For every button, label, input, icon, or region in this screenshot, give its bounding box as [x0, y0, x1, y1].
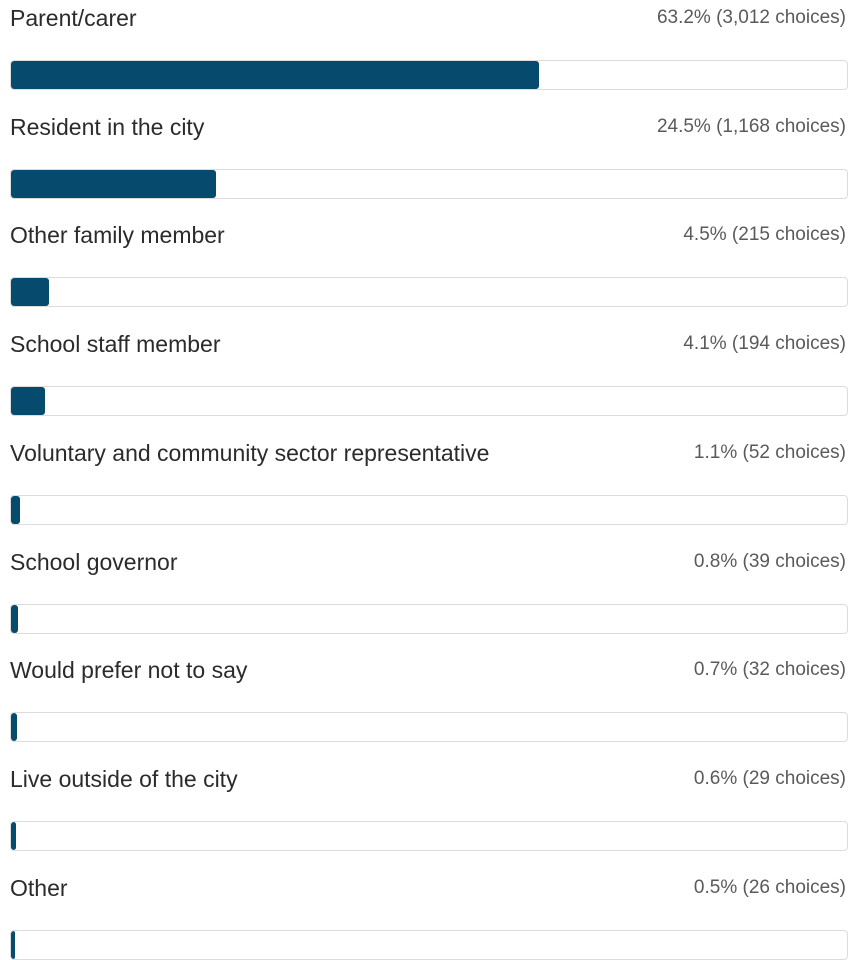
bar: [11, 604, 18, 633]
option-label: School governor: [10, 548, 178, 575]
bar: [11, 169, 216, 198]
bar: [11, 61, 540, 89]
option-label: Live outside of the city: [10, 765, 238, 792]
bar-track: [10, 929, 848, 960]
bar-track: [10, 386, 848, 417]
value-label: 0.5% (26 choices): [693, 876, 846, 898]
value-label: 24.5% (1,168 choices): [656, 115, 846, 137]
option-label: Voluntary and community sector represent…: [10, 439, 490, 466]
bar: [11, 930, 16, 959]
value-label: 4.1% (194 choices): [683, 333, 846, 355]
bar-track: [10, 603, 848, 634]
value-label: 0.7% (32 choices): [693, 659, 846, 681]
value-label: 4.5% (215 choices): [683, 224, 846, 246]
bar-track: [10, 60, 848, 90]
option-label: Parent/carer: [10, 5, 137, 31]
bar: [11, 278, 49, 307]
value-label: 63.2% (3,012 choices): [656, 7, 846, 28]
bar-track: [10, 168, 848, 199]
value-label: 1.1% (52 choices): [693, 441, 846, 463]
bar: [11, 821, 17, 850]
bar: [11, 713, 17, 742]
bar-track: [10, 820, 848, 851]
option-label: Other family member: [10, 222, 225, 249]
option-label: Resident in the city: [10, 113, 205, 140]
bar: [11, 495, 21, 524]
bar-track: [10, 494, 848, 525]
option-label: Other: [10, 874, 68, 901]
option-label: Would prefer not to say: [10, 657, 248, 684]
bar: [11, 387, 46, 416]
bar-track: [10, 712, 848, 743]
value-label: 0.8% (39 choices): [693, 550, 846, 572]
value-label: 0.6% (29 choices): [693, 767, 846, 789]
option-label: School staff member: [10, 331, 221, 358]
bar-track: [10, 277, 848, 308]
